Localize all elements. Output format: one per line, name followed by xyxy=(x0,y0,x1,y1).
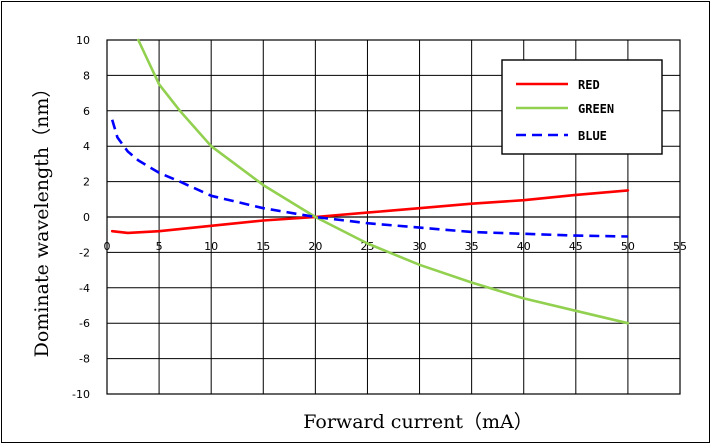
y-tick-label: 6 xyxy=(83,105,90,118)
y-tick-label: -2 xyxy=(79,246,90,259)
x-tick-label: 45 xyxy=(569,240,583,253)
x-tick-label: 25 xyxy=(360,240,374,253)
x-tick-label: 15 xyxy=(256,240,270,253)
series-line-green xyxy=(137,38,630,325)
y-tick-label: 4 xyxy=(83,140,90,153)
x-tick-label: 0 xyxy=(104,240,111,253)
legend-label-red: RED xyxy=(578,78,600,92)
x-tick-label: 55 xyxy=(673,240,687,253)
x-tick-label: 40 xyxy=(517,240,531,253)
y-tick-label: -8 xyxy=(79,353,90,366)
x-tick-label: 50 xyxy=(621,240,635,253)
y-axis-title: Dominate wavelength（nm） xyxy=(31,79,53,358)
y-tick-label: 2 xyxy=(83,176,90,189)
x-tick-label: 10 xyxy=(204,240,218,253)
legend-label-blue: BLUE xyxy=(578,129,607,143)
y-tick-label: -4 xyxy=(79,282,90,295)
x-tick-label: 5 xyxy=(156,240,163,253)
legend-label-green: GREEN xyxy=(578,102,614,116)
y-tick-label: 10 xyxy=(76,34,90,47)
series-line-blue xyxy=(110,119,628,238)
x-tick-label: 20 xyxy=(308,240,322,253)
y-tick-label: -6 xyxy=(79,317,90,330)
plot-area-border xyxy=(106,39,681,395)
series-line-red xyxy=(110,189,630,235)
x-axis-title: Forward current（mA） xyxy=(303,411,532,433)
x-tick-label: 35 xyxy=(465,240,479,253)
y-tick-label: 0 xyxy=(83,211,90,224)
legend: RED GREEN BLUE xyxy=(501,59,663,155)
series-lines xyxy=(110,38,630,325)
y-tick-label: -10 xyxy=(72,388,90,401)
y-tick-label: 8 xyxy=(83,69,90,82)
x-tick-label: 30 xyxy=(413,240,427,253)
